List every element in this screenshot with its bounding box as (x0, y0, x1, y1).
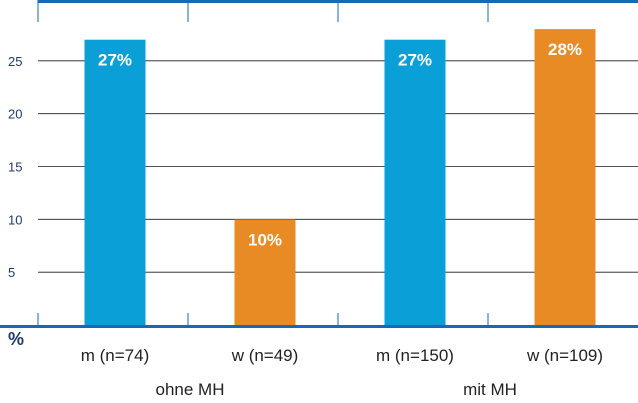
y-tick-label: 25 (8, 54, 22, 69)
bar (384, 39, 446, 325)
y-axis-unit-label: % (8, 329, 24, 349)
group-labels: ohne MH mit MH (156, 380, 517, 399)
bar-value-labels: 27% 10% 27% 28% (98, 40, 582, 249)
bar (84, 39, 146, 325)
group-label: ohne MH (156, 380, 225, 399)
bar-value-label: 10% (248, 230, 282, 249)
axis-lines (0, 0, 638, 328)
y-tick-label: 15 (8, 160, 22, 175)
bar (234, 219, 296, 325)
bar-value-label: 28% (548, 40, 582, 59)
category-label: w (n=109) (526, 346, 603, 365)
category-label: w (n=49) (231, 346, 299, 365)
y-tick-labels: 5 10 15 20 25 (8, 54, 22, 280)
category-label: m (n=74) (81, 346, 150, 365)
bars (84, 29, 596, 326)
category-labels: m (n=74) w (n=49) m (n=150) w (n=109) (81, 346, 603, 365)
y-tick-label: 20 (8, 107, 22, 122)
bar-value-label: 27% (98, 51, 132, 70)
group-label: mit MH (463, 380, 517, 399)
y-tick-label: 10 (8, 212, 22, 227)
bar (534, 29, 596, 326)
bar-value-label: 27% (398, 51, 432, 70)
y-tick-label: 5 (8, 265, 15, 280)
category-label: m (n=150) (376, 346, 454, 365)
